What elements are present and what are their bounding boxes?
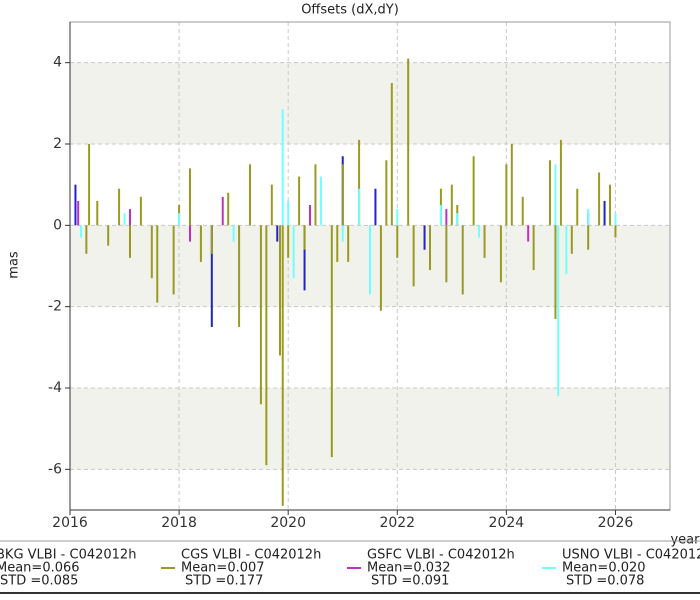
legend-stat: Mean=0.007 (181, 561, 265, 576)
band (70, 388, 670, 470)
legend-stat: STD =0.078 (566, 574, 644, 589)
chart-title: Offsets (dX,dY) (301, 3, 399, 18)
y-tick-label: -2 (48, 299, 62, 315)
x-tick-label: 2024 (489, 515, 525, 531)
y-tick-label: -4 (48, 380, 62, 396)
legend-label: GSFC VLBI - C042012h (367, 548, 515, 563)
x-tick-label: 2026 (598, 515, 634, 531)
y-tick-label: 0 (53, 217, 62, 233)
legend-label: BKG VLBI - C042012h (0, 548, 136, 563)
x-tick-label: 2020 (270, 515, 306, 531)
legend-label: USNO VLBI - C042012h (562, 548, 700, 563)
band (70, 62, 670, 144)
legend-stat: Mean=0.020 (562, 561, 646, 576)
x-axis-label: year (670, 533, 700, 548)
y-tick-label: -6 (48, 461, 62, 477)
legend-stat: Mean=0.066 (0, 561, 80, 576)
y-tick-label: 4 (53, 55, 62, 71)
y-axis-label: mas (7, 251, 22, 279)
y-tick-label: 2 (53, 136, 62, 152)
x-tick-label: 2016 (52, 515, 88, 531)
x-tick-label: 2022 (379, 515, 415, 531)
x-tick-label: 2018 (161, 515, 197, 531)
legend-stat: STD =0.085 (0, 574, 78, 589)
legend-stat: Mean=0.032 (367, 561, 451, 576)
legend-stat: STD =0.091 (371, 574, 449, 589)
legend-label: CGS VLBI - C042012h (181, 548, 321, 563)
legend-stat: STD =0.177 (185, 574, 263, 589)
